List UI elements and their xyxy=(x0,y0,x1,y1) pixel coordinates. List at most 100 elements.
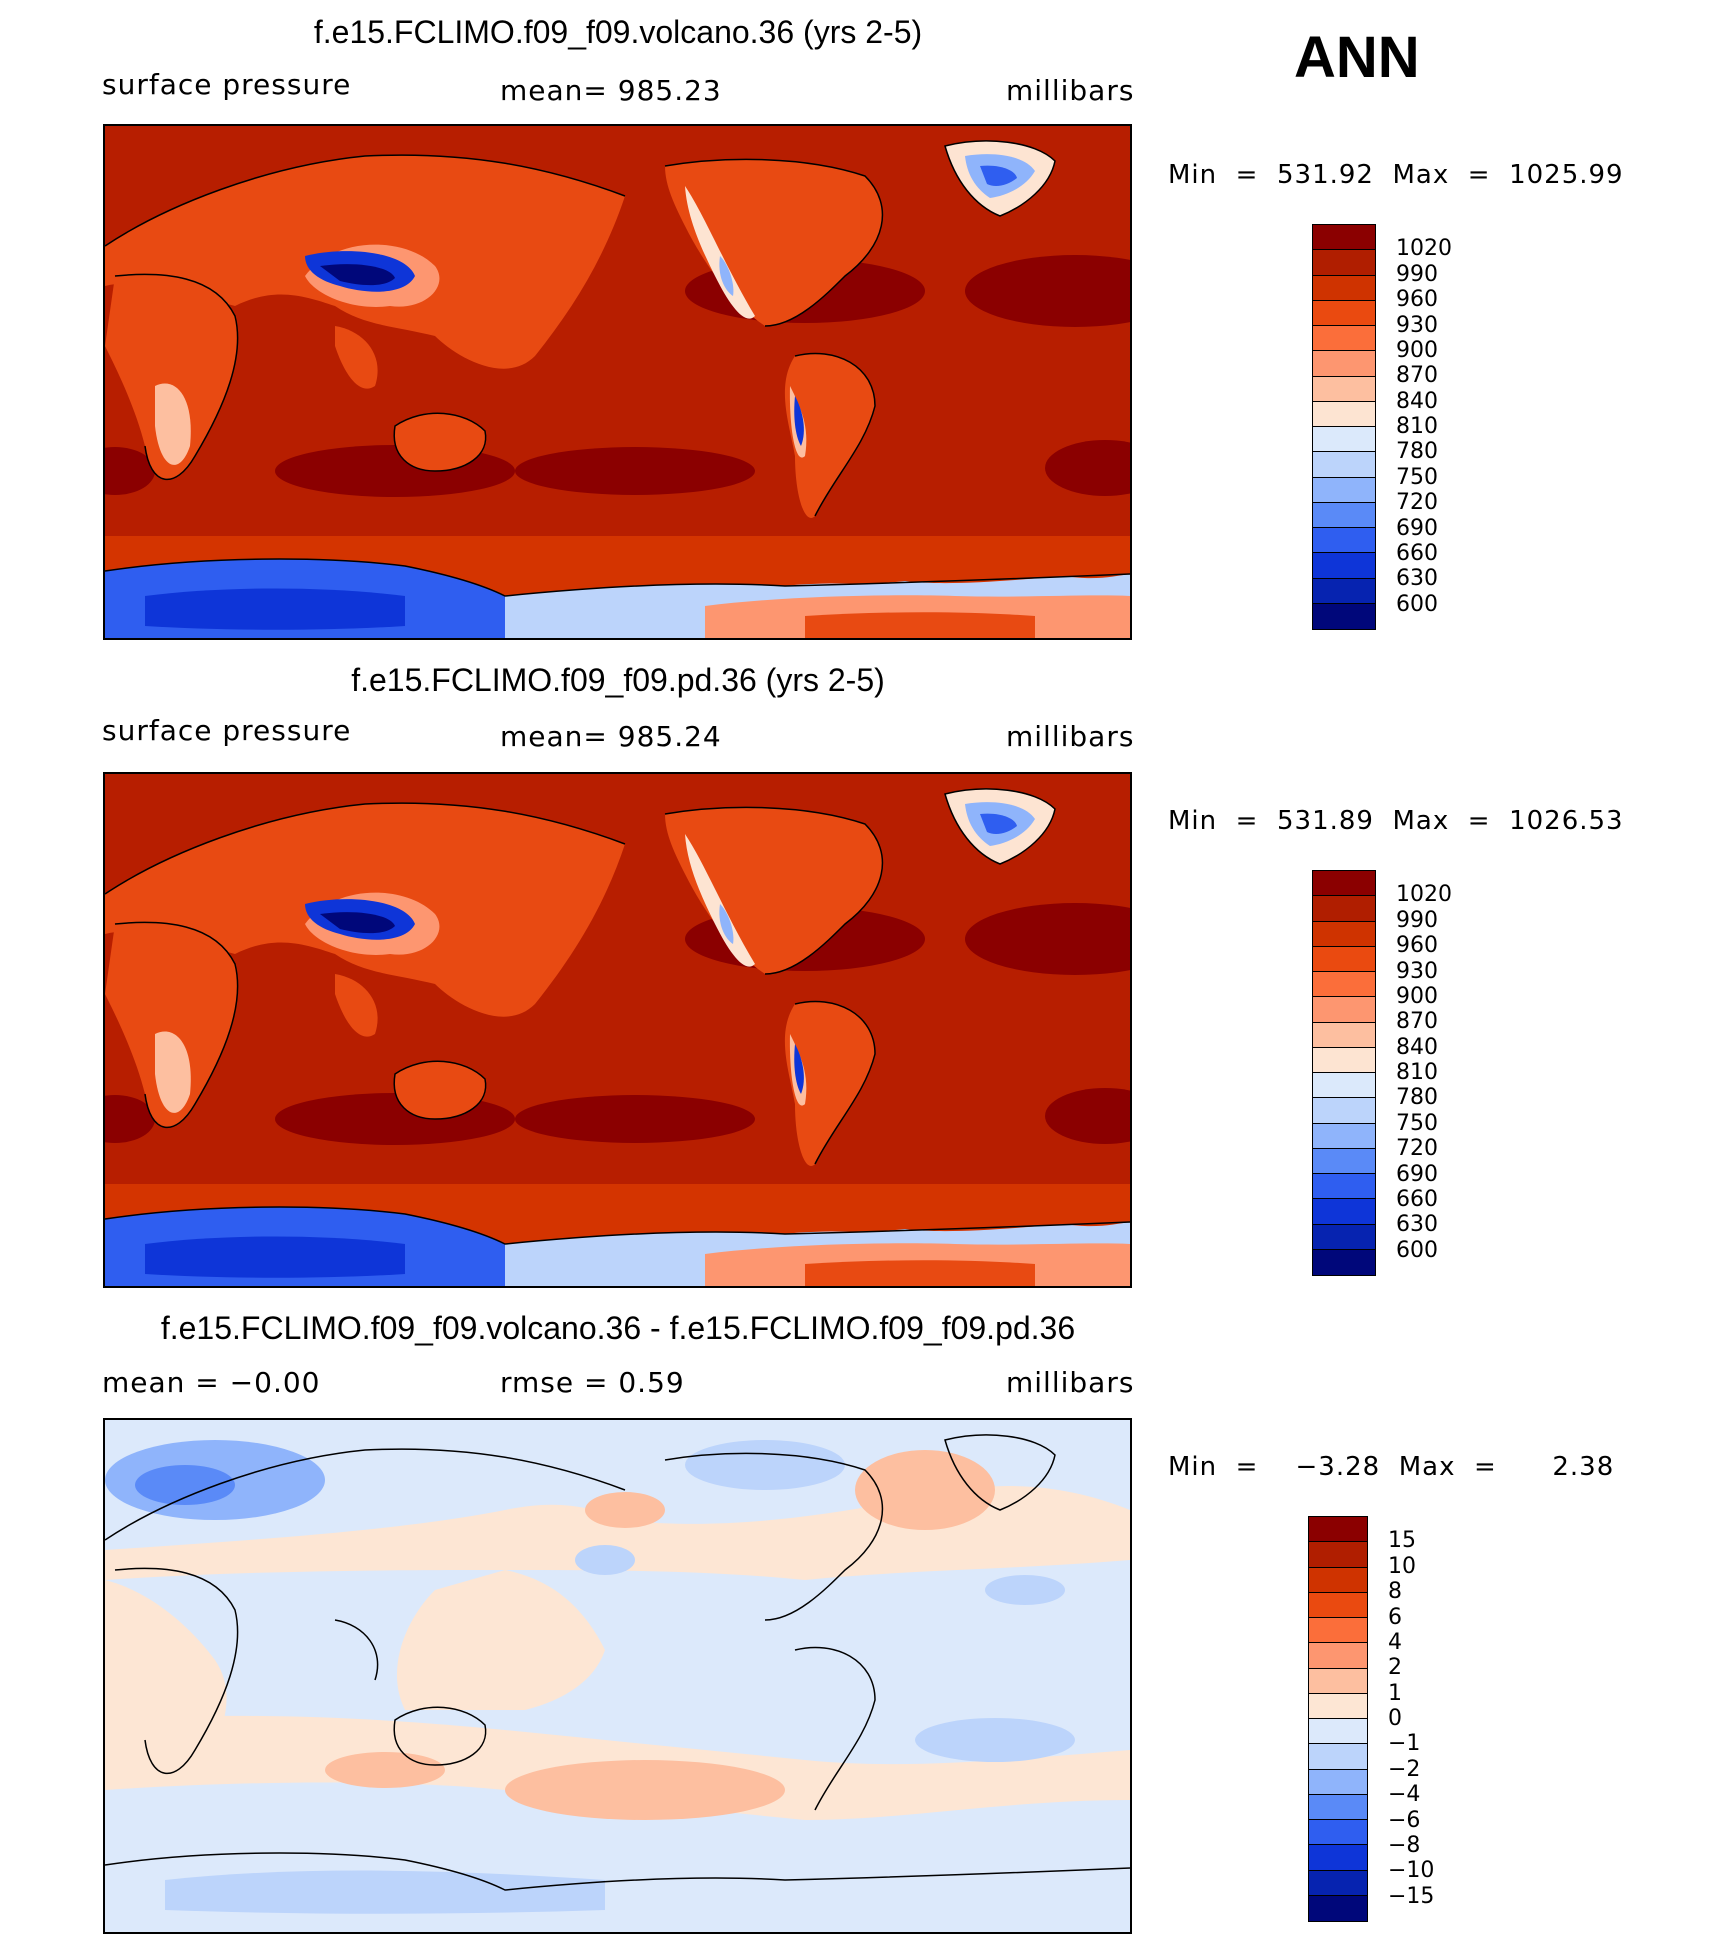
colorbar-swatch xyxy=(1309,1517,1367,1543)
colorbar-tick-label: 600 xyxy=(1396,1237,1438,1263)
colorbar-swatch xyxy=(1313,275,1375,301)
colorbar-tick-label: −10 xyxy=(1388,1858,1435,1884)
colorbar-tick-label: 690 xyxy=(1396,1161,1438,1187)
colorbar-swatch xyxy=(1313,427,1375,453)
colorbar-swatch xyxy=(1313,351,1375,377)
colorbar-swatch xyxy=(1313,921,1375,947)
colorbar-tick-label: 600 xyxy=(1396,591,1438,617)
panel-2-colorbar xyxy=(1312,870,1376,1276)
panel-3-colorbar-labels: 15 10 8 6 4 2 1 0 −1 −2 −4 −6 −8 −10 −15 xyxy=(1388,1516,1508,1922)
panel-3-right-label: millibars xyxy=(1006,1366,1135,1399)
colorbar-swatch xyxy=(1313,972,1375,998)
colorbar-swatch xyxy=(1313,225,1375,251)
colorbar-tick-label: 870 xyxy=(1396,1009,1438,1035)
colorbar-tick-label: 1 xyxy=(1388,1680,1402,1706)
panel-3-center-label: rmse = 0.59 xyxy=(500,1366,685,1399)
colorbar-tick-label: −4 xyxy=(1388,1782,1421,1808)
colorbar-swatch xyxy=(1309,1895,1367,1921)
colorbar-swatch xyxy=(1313,300,1375,326)
colorbar-swatch xyxy=(1313,871,1375,897)
colorbar-swatch xyxy=(1313,578,1375,604)
colorbar-swatch xyxy=(1309,1643,1367,1669)
colorbar-swatch xyxy=(1313,1047,1375,1073)
panel-1-map xyxy=(103,124,1132,640)
colorbar-tick-label: 4 xyxy=(1388,1629,1402,1655)
colorbar-swatch xyxy=(1313,553,1375,579)
colorbar-swatch xyxy=(1309,1693,1367,1719)
colorbar-swatch xyxy=(1309,1820,1367,1846)
colorbar-tick-label: −2 xyxy=(1388,1756,1421,1782)
colorbar-swatch xyxy=(1309,1668,1367,1694)
colorbar-tick-label: 960 xyxy=(1396,933,1438,959)
colorbar-tick-label: −15 xyxy=(1388,1883,1435,1909)
colorbar-swatch xyxy=(1313,946,1375,972)
panel-2-map-svg xyxy=(105,774,1130,1286)
colorbar-tick-label: 630 xyxy=(1396,1212,1438,1238)
colorbar-swatch xyxy=(1313,452,1375,478)
colorbar-tick-label: 930 xyxy=(1396,958,1438,984)
colorbar-swatch xyxy=(1313,1174,1375,1200)
colorbar-swatch xyxy=(1313,1022,1375,1048)
panel-1-map-svg xyxy=(105,126,1130,638)
colorbar-tick-label: 960 xyxy=(1396,287,1438,313)
colorbar-tick-label: 660 xyxy=(1396,540,1438,566)
panel-3-left-label: mean = −0.00 xyxy=(102,1366,321,1399)
panel-2-colorbar-labels: 1020 990 960 930 900 870 840 810 780 750 720 690 660… xyxy=(1396,870,1516,1276)
colorbar-swatch xyxy=(1313,477,1375,503)
panel-1-center-label: mean= 985.23 xyxy=(500,74,722,107)
colorbar-tick-label: 780 xyxy=(1396,1085,1438,1111)
colorbar-tick-label: 2 xyxy=(1388,1655,1402,1681)
colorbar-swatch xyxy=(1313,603,1375,629)
panel-2-title: f.e15.FCLIMO.f09_f09.pd.36 (yrs 2-5) xyxy=(351,662,885,698)
colorbar-tick-label: 780 xyxy=(1396,439,1438,465)
colorbar-tick-label: 810 xyxy=(1396,414,1438,439)
colorbar-tick-label: 15 xyxy=(1388,1528,1416,1554)
colorbar-tick-label: 990 xyxy=(1396,907,1438,933)
colorbar-tick-label: 8 xyxy=(1388,1579,1402,1605)
colorbar-tick-label: 810 xyxy=(1396,1060,1438,1085)
colorbar-swatch xyxy=(1309,1618,1367,1644)
panel-1-right-label: millibars xyxy=(1006,74,1135,107)
colorbar-swatch xyxy=(1309,1592,1367,1618)
colorbar-swatch xyxy=(1313,1123,1375,1149)
colorbar-swatch xyxy=(1309,1845,1367,1871)
panel-3-map xyxy=(103,1418,1132,1934)
panel-2-left-label: surface pressure xyxy=(102,714,352,747)
panel-1-colorbar xyxy=(1312,224,1376,630)
colorbar-swatch xyxy=(1313,502,1375,528)
colorbar-tick-label: −8 xyxy=(1388,1832,1421,1858)
colorbar-swatch xyxy=(1309,1870,1367,1896)
colorbar-tick-label: 720 xyxy=(1396,490,1438,516)
colorbar-tick-label: −1 xyxy=(1388,1731,1421,1757)
colorbar-swatch xyxy=(1313,997,1375,1023)
panel-2-right-label: millibars xyxy=(1006,720,1135,753)
colorbar-swatch xyxy=(1309,1542,1367,1568)
panel-3-minmax: Min = −3.28 Max = 2.38 xyxy=(1168,1452,1615,1482)
panel-1-left-label: surface pressure xyxy=(102,68,352,101)
panel-3-map-svg xyxy=(105,1420,1130,1932)
colorbar-swatch xyxy=(1313,250,1375,276)
colorbar-tick-label: −6 xyxy=(1388,1807,1421,1833)
panel-1-minmax: Min = 531.92 Max = 1025.99 xyxy=(1168,160,1624,190)
colorbar-tick-label: 870 xyxy=(1396,363,1438,389)
colorbar-tick-label: 720 xyxy=(1396,1136,1438,1162)
colorbar-tick-label: 900 xyxy=(1396,983,1438,1009)
colorbar-tick-label: 10 xyxy=(1388,1553,1416,1579)
colorbar-swatch xyxy=(1313,528,1375,554)
panel-2-minmax: Min = 531.89 Max = 1026.53 xyxy=(1168,806,1624,836)
colorbar-swatch xyxy=(1313,1199,1375,1225)
panel-1-colorbar-labels: 1020 990 960 930 900 870 840 810 780 750 720 690 660… xyxy=(1396,224,1516,630)
colorbar-tick-label: 750 xyxy=(1396,1110,1438,1136)
colorbar-tick-label: 840 xyxy=(1396,1034,1438,1060)
colorbar-swatch xyxy=(1313,1224,1375,1250)
colorbar-swatch xyxy=(1313,326,1375,352)
panel-2-map xyxy=(103,772,1132,1288)
colorbar-swatch xyxy=(1313,1073,1375,1099)
colorbar-swatch xyxy=(1309,1719,1367,1745)
colorbar-tick-label: 750 xyxy=(1396,464,1438,490)
colorbar-swatch xyxy=(1313,1249,1375,1275)
season-label: ANN xyxy=(1294,25,1420,90)
colorbar-swatch xyxy=(1309,1567,1367,1593)
colorbar-tick-label: 6 xyxy=(1388,1604,1402,1630)
colorbar-tick-label: 690 xyxy=(1396,515,1438,541)
